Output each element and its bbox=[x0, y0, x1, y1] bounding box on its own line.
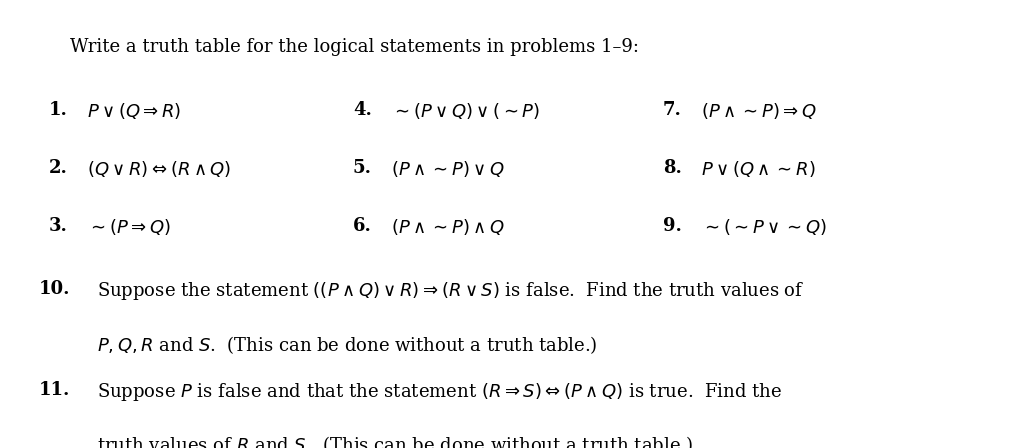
Text: $(P \wedge {\sim}P) \wedge Q$: $(P \wedge {\sim}P) \wedge Q$ bbox=[391, 217, 504, 237]
Text: 1.: 1. bbox=[49, 101, 68, 119]
Text: $\sim(P \vee Q) \vee (\sim P)$: $\sim(P \vee Q) \vee (\sim P)$ bbox=[391, 101, 540, 121]
Text: truth values of $R$ and $S$.  (This can be done without a truth table.): truth values of $R$ and $S$. (This can b… bbox=[97, 435, 694, 448]
Text: 6.: 6. bbox=[353, 217, 371, 235]
Text: 10.: 10. bbox=[39, 280, 71, 298]
Text: 8.: 8. bbox=[663, 159, 681, 177]
Text: $P, Q, R$ and $S$.  (This can be done without a truth table.): $P, Q, R$ and $S$. (This can be done wit… bbox=[97, 334, 597, 356]
Text: 4.: 4. bbox=[353, 101, 371, 119]
Text: $\sim({\sim}P \vee {\sim}Q)$: $\sim({\sim}P \vee {\sim}Q)$ bbox=[701, 217, 827, 237]
Text: $P \vee (Q \wedge {\sim}R)$: $P \vee (Q \wedge {\sim}R)$ bbox=[701, 159, 815, 179]
Text: Write a truth table for the logical statements in problems 1–9:: Write a truth table for the logical stat… bbox=[70, 38, 638, 56]
Text: Suppose the statement $((P \wedge Q) \vee R) \Rightarrow (R \vee S)$ is false.  : Suppose the statement $((P \wedge Q) \ve… bbox=[97, 280, 805, 302]
Text: $(P \wedge {\sim}P) \Rightarrow Q$: $(P \wedge {\sim}P) \Rightarrow Q$ bbox=[701, 101, 816, 121]
Text: 9.: 9. bbox=[663, 217, 681, 235]
Text: $(P \wedge {\sim}P) \vee Q$: $(P \wedge {\sim}P) \vee Q$ bbox=[391, 159, 504, 179]
Text: $P \vee (Q \Rightarrow R)$: $P \vee (Q \Rightarrow R)$ bbox=[87, 101, 181, 121]
Text: 5.: 5. bbox=[353, 159, 372, 177]
Text: Suppose $P$ is false and that the statement $(R \Rightarrow S) \Leftrightarrow (: Suppose $P$ is false and that the statem… bbox=[97, 381, 782, 403]
Text: $(Q \vee R) \Leftrightarrow (R \wedge Q)$: $(Q \vee R) \Leftrightarrow (R \wedge Q)… bbox=[87, 159, 231, 179]
Text: 2.: 2. bbox=[49, 159, 68, 177]
Text: 7.: 7. bbox=[663, 101, 681, 119]
Text: $\sim(P \Rightarrow Q)$: $\sim(P \Rightarrow Q)$ bbox=[87, 217, 171, 237]
Text: 3.: 3. bbox=[49, 217, 68, 235]
Text: 11.: 11. bbox=[39, 381, 71, 399]
